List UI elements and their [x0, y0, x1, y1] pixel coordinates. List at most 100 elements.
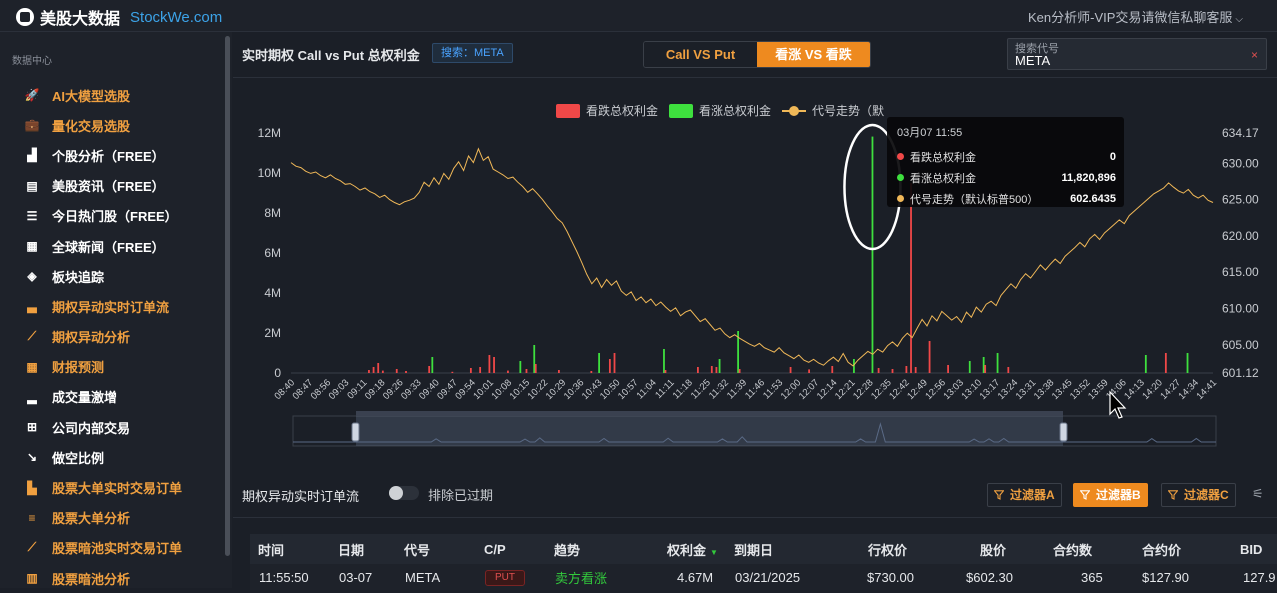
sidebar-item-7[interactable]: ▃ 期权异动实时订单流	[24, 291, 182, 321]
call-premium-bar	[996, 353, 999, 373]
col-cp[interactable]: C/P	[484, 541, 506, 557]
sidebar-item-10[interactable]: ▂ 成交量激增	[24, 382, 182, 412]
put-premium-bar	[877, 368, 880, 373]
sidebar-item-label: 全球新闻（FREE）	[52, 239, 165, 255]
exclude-expired-toggle[interactable]	[389, 486, 419, 500]
sidebar-item-label: 股票大单实时交易订单	[52, 481, 183, 497]
sidebar-item-14[interactable]: ≡ 股票大单分析	[24, 503, 182, 533]
sidebar-item-8[interactable]: ⟋ 期权异动分析	[24, 322, 182, 352]
put-premium-bar	[525, 369, 528, 373]
chart-canvas[interactable]: 12M 10M 8M 6M 4M 2M 0 634.17 630.00 625.00 620.00 6…	[233, 79, 1277, 471]
premium-chart[interactable]: 12M 10M 8M 6M 4M 2M 0 634.17 630.00 625.00 620.00 6…	[233, 79, 1277, 471]
tab-call-vs-put[interactable]: Call VS Put	[644, 42, 757, 67]
sidebar-item-13[interactable]: ▙ 股票大单实时交易订单	[24, 472, 182, 502]
sidebar-item-11[interactable]: ⊞ 公司内部交易	[24, 412, 182, 442]
sidebar-item-0[interactable]: 🚀 AI大模型选股	[24, 80, 182, 110]
column-settings-icon[interactable]: ⚟	[1252, 486, 1264, 501]
table-row[interactable]: 11:55:50 03-07 META PUT 卖方看涨 4.67M 03/21…	[250, 564, 1277, 590]
logo-name: 美股大数据	[40, 11, 121, 28]
put-premium-bar	[984, 365, 987, 373]
col-strike[interactable]: 行权价	[868, 542, 908, 558]
y-right-tick-label: 625.00	[1222, 193, 1259, 207]
top-bar: 美股大数据 StockWe.com Ken分析师-VIP交易请微信私聊客服 ⌵	[0, 0, 1277, 32]
newspaper-icon: ▦	[26, 239, 38, 254]
mouse-cursor-icon	[1109, 390, 1127, 419]
tooltip-call-name: 看涨总权利金	[910, 172, 976, 185]
col-bid[interactable]: BID	[1240, 541, 1263, 557]
sidebar-item-5[interactable]: ▦ 全球新闻（FREE）	[24, 231, 182, 261]
exclude-expired-label: 排除已过期	[428, 488, 494, 503]
filter-c-button[interactable]: 过滤器C	[1161, 483, 1236, 507]
clear-icon[interactable]: ×	[1250, 48, 1258, 62]
sidebar-scrollbar[interactable]	[225, 36, 230, 556]
col-contracts[interactable]: 合约数	[1053, 542, 1093, 558]
sidebar-item-2[interactable]: ▟ 个股分析（FREE）	[24, 140, 182, 170]
logo[interactable]: 美股大数据 StockWe.com	[16, 5, 222, 29]
call-premium-bar	[982, 357, 985, 373]
call-premium-bar	[968, 361, 971, 373]
sidebar-item-4[interactable]: ☰ 今日热门股（FREE）	[24, 201, 182, 231]
toggle-knob	[389, 486, 403, 500]
sort-desc-icon[interactable]: ▼	[710, 547, 718, 557]
sidebar-item-3[interactable]: ▤ 美股资讯（FREE）	[24, 171, 182, 201]
sidebar-item-9[interactable]: ▦ 财报预测	[24, 352, 182, 382]
col-symbol[interactable]: 代号	[404, 542, 431, 558]
y-left-tick-label: 2M	[264, 326, 281, 340]
zoom-drag-bar	[356, 411, 1063, 416]
user-menu[interactable]: Ken分析师-VIP交易请微信私聊客服 ⌵	[1028, 7, 1243, 26]
price-trend-line	[290, 147, 1214, 367]
call-premium-bar	[533, 345, 536, 373]
y-left-tick-label: 12M	[258, 126, 281, 140]
sidebar-item-label: 股票大单分析	[52, 511, 131, 527]
cell-contracts: 365	[1081, 569, 1103, 585]
put-premium-bar	[891, 369, 894, 373]
col-stock-price[interactable]: 股价	[980, 542, 1007, 558]
tooltip-call-value: 11,820,896	[1061, 171, 1116, 184]
sidebar-item-label: 板块追踪	[52, 269, 105, 285]
chart-tooltip: 03月07 11:55 看跌总权利金 0 看涨总权利金 11,820,896 代…	[887, 117, 1124, 207]
search-value[interactable]: META	[1015, 53, 1051, 68]
sidebar-item-label: 财报预测	[52, 360, 105, 376]
y-left-tick-label: 0	[274, 366, 281, 380]
call-premium-bar	[598, 353, 601, 373]
order-flow-toolbar: 期权异动实时订单流 排除已过期 过滤器A 过滤器B 过滤器C ⚟	[233, 471, 1277, 518]
put-premium-bar	[488, 355, 491, 373]
y-right-tick-label: 601.12	[1222, 366, 1259, 380]
price-dot-icon	[897, 195, 904, 202]
x-tick-label: 11:32	[707, 377, 731, 401]
sidebar-item-1[interactable]: 💼 量化交易选股	[24, 110, 182, 140]
sort-bars-icon: ≡	[28, 510, 36, 525]
col-time[interactable]: 时间	[258, 542, 285, 558]
col-contract-price[interactable]: 合约价	[1142, 542, 1182, 558]
main-panel: 实时期权 Call vs Put 总权利金 搜索：META Call VS Pu…	[233, 32, 1277, 590]
calendar-icon: ▦	[26, 359, 38, 374]
put-premium-bar	[715, 367, 718, 373]
sidebar-item-label: 成交量激增	[52, 390, 118, 406]
sidebar-item-6[interactable]: ◈ 板块追踪	[24, 261, 182, 291]
put-premium-bar	[905, 366, 908, 373]
put-premium-bar	[534, 364, 537, 373]
x-tick-label: 14:41	[1195, 377, 1220, 402]
page-title: 实时期权 Call vs Put 总权利金	[242, 48, 420, 63]
sidebar-item-15[interactable]: ⟋ 股票暗池实时交易订单	[24, 533, 182, 563]
col-date[interactable]: 日期	[338, 542, 365, 558]
put-premium-bar	[697, 367, 699, 373]
cell-contract-price: $127.90	[1142, 569, 1189, 585]
cell-symbol[interactable]: META	[405, 569, 441, 585]
zoom-preview-line	[293, 422, 1216, 443]
filter-a-button[interactable]: 过滤器A	[987, 483, 1062, 507]
sidebar-item-12[interactable]: ↘ 做空比例	[24, 442, 182, 472]
col-premium[interactable]: 权利金 ▼	[667, 540, 718, 559]
tab-bull-vs-bear[interactable]: 看涨 VS 看跌	[757, 42, 870, 67]
cell-expiry: 03/21/2025	[735, 569, 801, 585]
col-expiry[interactable]: 到期日	[734, 542, 774, 558]
filter-b-button[interactable]: 过滤器B	[1073, 483, 1148, 507]
ticker-search-input[interactable]: 搜索代号 META ×	[1007, 38, 1267, 70]
call-premium-bar	[663, 349, 665, 373]
put-premium-bar	[1164, 353, 1167, 373]
tooltip-row-price: 代号走势（默认标普500） 602.6435	[897, 188, 1116, 209]
x-tick-label: 11:46	[743, 377, 767, 401]
sidebar-item-16[interactable]: ▥ 股票暗池分析	[24, 563, 182, 593]
trend-down-icon: ↘	[26, 450, 38, 465]
col-trend[interactable]: 趋势	[554, 542, 581, 558]
